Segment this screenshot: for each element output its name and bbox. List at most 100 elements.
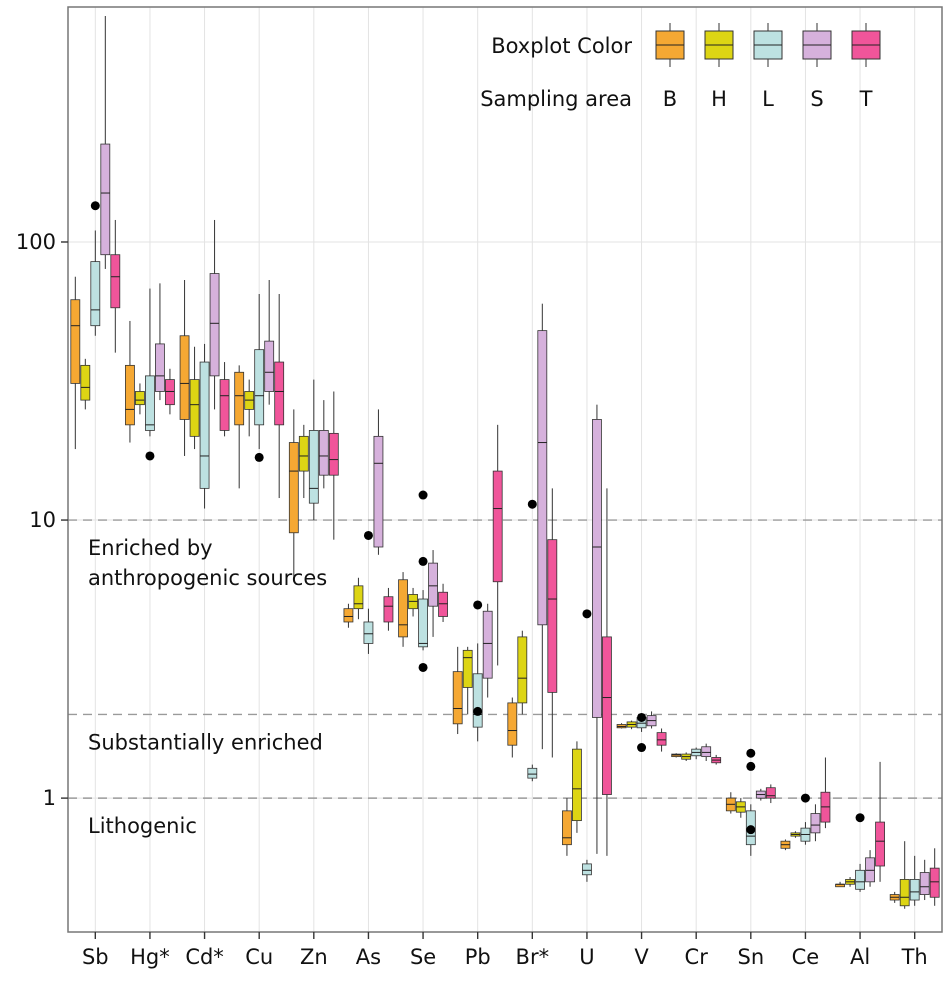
box-Ce-B: [780, 839, 791, 851]
box-body: [264, 340, 275, 392]
box-Ce-S: [810, 804, 821, 842]
x-tick-label: Cr: [685, 945, 709, 969]
box-body: [308, 430, 319, 504]
box-body: [472, 673, 483, 728]
box-Cu-B: [234, 365, 245, 489]
box-body: [398, 579, 408, 638]
legend-key-T: [851, 23, 881, 67]
legend-key-L: [753, 23, 783, 67]
box-body: [199, 361, 210, 489]
outlier-point: [637, 712, 647, 722]
box-body: [462, 649, 473, 688]
box-body: [602, 636, 612, 795]
outlier-point: [418, 662, 428, 672]
x-tick-label: Cu: [245, 945, 273, 969]
box-Br*-S: [537, 303, 548, 750]
y-tick-label: 10: [29, 508, 56, 532]
box-Cr-T: [711, 754, 722, 765]
box-As-B: [343, 603, 354, 628]
box-body: [592, 419, 602, 718]
box-Ce-L: [800, 822, 811, 845]
box-Cd*-T: [219, 362, 230, 437]
legend-area-label: H: [711, 87, 727, 111]
outlier-point: [90, 201, 100, 211]
box-U-T: [602, 488, 612, 856]
box-body: [189, 379, 200, 437]
outlier-points: [90, 201, 865, 835]
box-Sn-T: [765, 784, 776, 804]
x-tick-label: U: [579, 945, 594, 969]
box-body: [219, 379, 230, 431]
box-Zn-T: [328, 391, 339, 540]
boxes: [70, 15, 940, 909]
axes: 1 10 100 Sb Hg* Cd* Cu Zn As Se Pb Br* U V Cr Sn Ce Al Th: [16, 230, 928, 969]
reference-label: Enriched by: [88, 536, 213, 560]
box-As-T: [383, 587, 394, 631]
outlier-point: [746, 748, 756, 758]
y-tick-label: 100: [16, 230, 56, 254]
box-body: [363, 621, 374, 644]
box-Se-S: [428, 550, 438, 637]
box-body: [517, 636, 528, 704]
box-body: [328, 432, 339, 476]
box-Sn-B: [725, 792, 736, 814]
x-tick-label: Sn: [737, 945, 764, 969]
box-Br*-T: [547, 488, 558, 758]
outlier-point: [418, 556, 428, 566]
outlier-point: [145, 451, 155, 461]
box-body: [179, 335, 190, 420]
box-body: [70, 299, 81, 384]
box-body: [428, 562, 438, 607]
box-Br*-H: [517, 630, 528, 715]
box-Se-L: [418, 590, 428, 651]
box-body: [155, 343, 165, 392]
reference-label-line2: anthropogenic sources: [88, 566, 327, 590]
outlier-point: [473, 706, 483, 716]
box-Th-H: [899, 841, 910, 909]
outlier-point: [800, 793, 810, 803]
plot-panel: [68, 7, 942, 932]
box-body: [135, 391, 145, 406]
box-Pb-B: [452, 646, 463, 735]
legend: Boxplot Color Sampling area B H L S T: [480, 23, 881, 111]
box-body: [80, 364, 91, 401]
box-body: [254, 349, 265, 426]
box-body: [318, 430, 329, 476]
box-U-S: [592, 404, 602, 854]
box-Th-L: [909, 855, 920, 906]
x-tick-label: Al: [850, 945, 870, 969]
box-Ce-H: [790, 831, 801, 838]
x-tick-label: Hg*: [130, 945, 170, 969]
box-body: [274, 361, 285, 426]
box-body: [418, 598, 428, 648]
box-As-L: [363, 608, 374, 654]
box-body: [492, 470, 503, 583]
box-As-S: [373, 409, 384, 555]
box-Al-L: [855, 863, 865, 892]
outlier-point: [746, 761, 756, 771]
box-Zn-L: [308, 379, 319, 521]
x-tick-label: Se: [410, 945, 436, 969]
box-Hg*-B: [125, 320, 135, 443]
legend-key-S: [802, 23, 832, 67]
box-body: [919, 872, 930, 895]
reference-label: Lithogenic: [88, 814, 197, 838]
box-Th-B: [889, 891, 900, 903]
legend-area-label: S: [810, 87, 823, 111]
legend-key-B: [655, 23, 685, 67]
x-tick-label: As: [356, 945, 381, 969]
outlier-point: [527, 499, 537, 509]
box-U-H: [572, 741, 582, 833]
box-Zn-B: [288, 409, 299, 582]
x-tick-label: Cd*: [185, 945, 224, 969]
box-Cu-L: [254, 294, 265, 450]
outlier-point: [637, 743, 647, 753]
box-body: [145, 375, 155, 431]
box-Cr-H: [681, 752, 692, 761]
box-Sb-L: [90, 230, 101, 336]
y-tick-label: 1: [43, 786, 56, 810]
legend-key-H: [704, 23, 734, 67]
box-U-B: [562, 798, 572, 856]
box-Se-T: [438, 583, 448, 622]
